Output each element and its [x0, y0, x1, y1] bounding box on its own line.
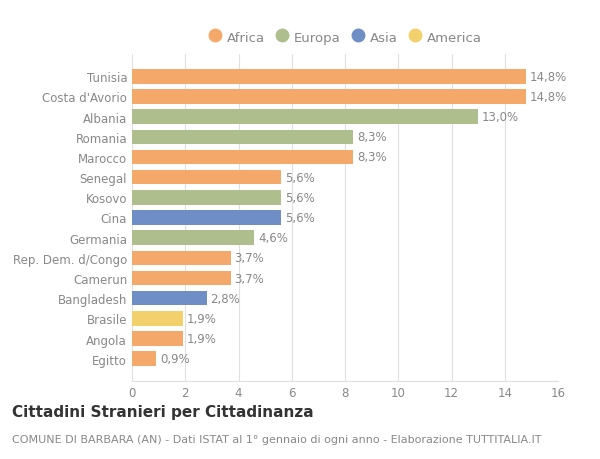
- Bar: [132, 130, 353, 145]
- Bar: [132, 231, 254, 246]
- Bar: [132, 70, 526, 84]
- Bar: [132, 110, 478, 125]
- Bar: [132, 331, 182, 346]
- Text: 8,3%: 8,3%: [357, 131, 386, 144]
- Text: 0,9%: 0,9%: [160, 353, 190, 365]
- Text: 8,3%: 8,3%: [357, 151, 386, 164]
- Bar: [132, 251, 230, 265]
- Text: 3,7%: 3,7%: [235, 252, 264, 265]
- Bar: [132, 311, 182, 326]
- Text: 4,6%: 4,6%: [259, 232, 289, 245]
- Text: 5,6%: 5,6%: [285, 191, 315, 204]
- Text: 2,8%: 2,8%: [211, 292, 240, 305]
- Bar: [132, 171, 281, 185]
- Text: Cittadini Stranieri per Cittadinanza: Cittadini Stranieri per Cittadinanza: [12, 404, 314, 419]
- Text: 13,0%: 13,0%: [482, 111, 519, 124]
- Text: 1,9%: 1,9%: [187, 312, 217, 325]
- Bar: [132, 211, 281, 225]
- Text: 5,6%: 5,6%: [285, 212, 315, 224]
- Text: 3,7%: 3,7%: [235, 272, 264, 285]
- Legend: Africa, Europa, Asia, America: Africa, Europa, Asia, America: [203, 26, 487, 50]
- Bar: [132, 151, 353, 165]
- Text: COMUNE DI BARBARA (AN) - Dati ISTAT al 1° gennaio di ogni anno - Elaborazione TU: COMUNE DI BARBARA (AN) - Dati ISTAT al 1…: [12, 434, 542, 444]
- Bar: [132, 271, 230, 285]
- Bar: [132, 291, 206, 306]
- Text: 14,8%: 14,8%: [530, 71, 567, 84]
- Bar: [132, 352, 156, 366]
- Text: 14,8%: 14,8%: [530, 91, 567, 104]
- Bar: [132, 90, 526, 105]
- Text: 1,9%: 1,9%: [187, 332, 217, 345]
- Text: 5,6%: 5,6%: [285, 171, 315, 184]
- Bar: [132, 190, 281, 205]
